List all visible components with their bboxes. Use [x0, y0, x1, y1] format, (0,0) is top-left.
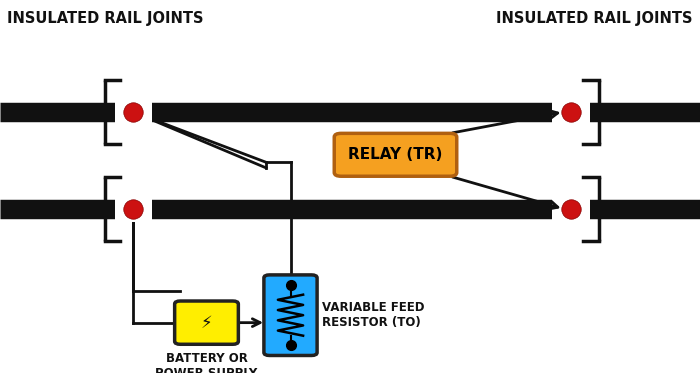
Text: RELAY (TR): RELAY (TR)	[349, 147, 442, 162]
FancyBboxPatch shape	[264, 275, 317, 355]
Text: INSULATED RAIL JOINTS: INSULATED RAIL JOINTS	[496, 11, 693, 26]
Text: VARIABLE FEED
RESISTOR (TO): VARIABLE FEED RESISTOR (TO)	[322, 301, 424, 329]
Text: INSULATED RAIL JOINTS: INSULATED RAIL JOINTS	[7, 11, 204, 26]
Text: ⚡: ⚡	[201, 314, 212, 332]
FancyBboxPatch shape	[175, 301, 238, 344]
Text: BATTERY OR
POWER SUPPLY: BATTERY OR POWER SUPPLY	[155, 352, 258, 373]
FancyBboxPatch shape	[334, 134, 456, 176]
